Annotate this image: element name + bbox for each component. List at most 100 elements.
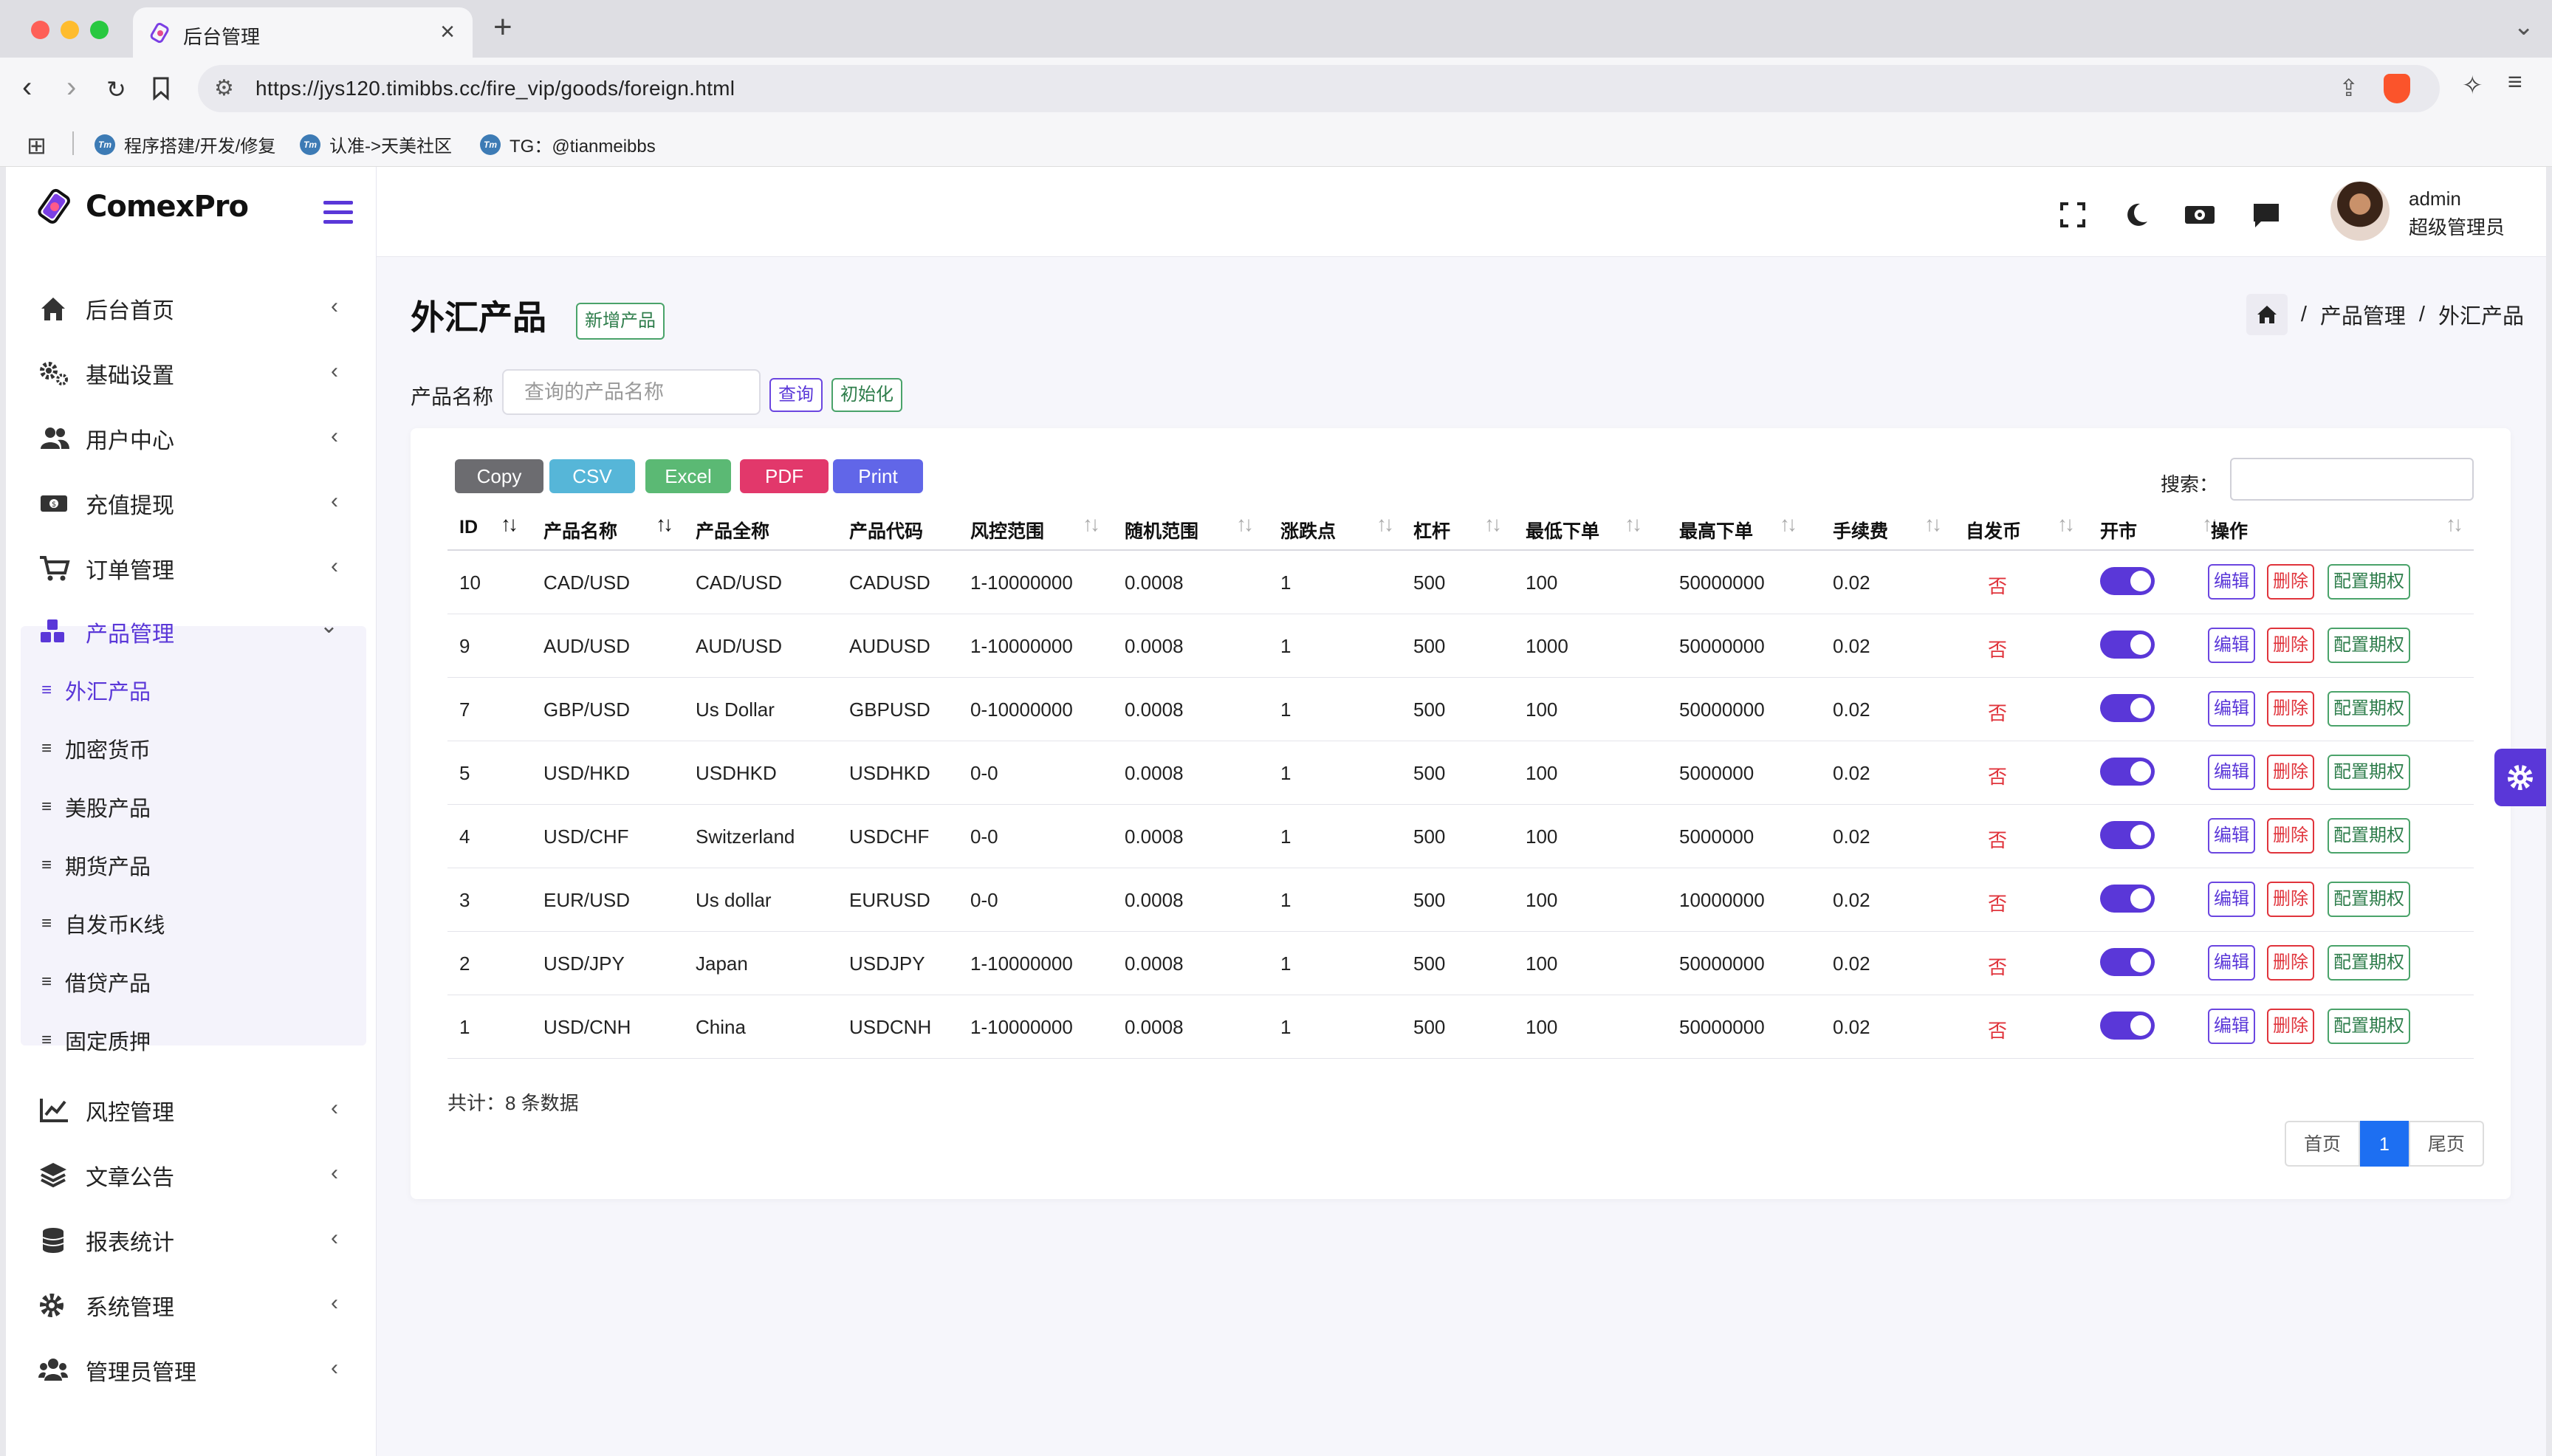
- export-pdf-button[interactable]: PDF: [740, 459, 829, 493]
- zoom-window-button[interactable]: [90, 21, 109, 39]
- sort-icon[interactable]: ↑↓: [2446, 512, 2463, 535]
- url-field[interactable]: ⚙ https://jys120.timibbs.cc/fire_vip/goo…: [198, 65, 2440, 112]
- avatar[interactable]: [2330, 182, 2390, 241]
- column-header[interactable]: 涨跌点: [1280, 521, 1337, 542]
- tab-list-chevron-icon[interactable]: ⌄: [2513, 13, 2535, 41]
- add-product-button[interactable]: 新增产品: [576, 303, 665, 340]
- sidebar-item-admins[interactable]: 管理员管理 ‹: [38, 1348, 356, 1393]
- open-market-toggle[interactable]: [2100, 758, 2155, 786]
- current-page-button[interactable]: 1: [2360, 1121, 2409, 1167]
- column-header[interactable]: 最高下单: [1679, 521, 1754, 542]
- column-header[interactable]: 风控范围: [970, 521, 1045, 542]
- new-tab-icon[interactable]: +: [493, 9, 512, 45]
- message-icon[interactable]: [2252, 202, 2280, 229]
- open-market-toggle[interactable]: [2100, 1012, 2155, 1040]
- edit-button[interactable]: 编辑: [2208, 628, 2255, 663]
- last-page-button[interactable]: 尾页: [2408, 1121, 2484, 1167]
- column-header[interactable]: 开市: [2100, 521, 2138, 542]
- sort-icon[interactable]: ↑↓: [1236, 512, 1254, 535]
- query-button[interactable]: 查询: [769, 378, 823, 412]
- breadcrumb-item[interactable]: 产品管理: [2319, 305, 2406, 329]
- bookmark-item[interactable]: Tm TG：@tianmeibbs: [480, 131, 656, 157]
- menu-toggle-icon[interactable]: [323, 201, 353, 224]
- sidebar-subitem-self-coin-kline[interactable]: ≡ 自发币K线: [41, 905, 165, 942]
- sort-icon[interactable]: ↑↓: [1780, 512, 1797, 535]
- share-icon[interactable]: ⇪: [2339, 75, 2359, 101]
- minimize-window-button[interactable]: [61, 21, 79, 39]
- money-bill-icon[interactable]: [2184, 204, 2215, 226]
- sidebar-item-home[interactable]: 后台首页 ‹: [38, 286, 356, 331]
- bookmark-item[interactable]: Tm 认准->天美社区: [300, 131, 452, 157]
- column-header[interactable]: 产品全称: [696, 521, 770, 542]
- sort-icon[interactable]: ↑↓: [1376, 512, 1394, 535]
- first-page-button[interactable]: 首页: [2285, 1121, 2361, 1167]
- browser-menu-icon[interactable]: ≡: [2508, 68, 2522, 96]
- sort-icon[interactable]: ↑↓: [1924, 512, 1942, 535]
- open-market-toggle[interactable]: [2100, 631, 2155, 659]
- delete-button[interactable]: 删除: [2267, 1009, 2314, 1044]
- settings-float-button[interactable]: [2494, 749, 2546, 806]
- open-market-toggle[interactable]: [2100, 821, 2155, 849]
- site-settings-icon[interactable]: ⚙: [214, 76, 234, 100]
- bookmark-icon[interactable]: [152, 77, 170, 100]
- sidebar-item-reports[interactable]: 报表统计 ‹: [38, 1218, 356, 1263]
- sidebar-subitem-us-stocks[interactable]: ≡ 美股产品: [41, 789, 151, 825]
- tab-close-icon[interactable]: ×: [440, 18, 455, 46]
- admin-name[interactable]: admin: [2409, 188, 2461, 210]
- edit-button[interactable]: 编辑: [2208, 691, 2255, 727]
- breadcrumb-home[interactable]: [2246, 294, 2288, 335]
- column-header[interactable]: 杠杆: [1413, 521, 1451, 542]
- edit-button[interactable]: 编辑: [2208, 818, 2255, 854]
- export-copy-button[interactable]: Copy: [455, 459, 543, 493]
- delete-button[interactable]: 删除: [2267, 755, 2314, 790]
- edit-button[interactable]: 编辑: [2208, 755, 2255, 790]
- product-name-input[interactable]: 查询的产品名称: [502, 369, 761, 415]
- bookmark-item[interactable]: Tm 程序搭建/开发/修复: [95, 131, 275, 157]
- sidebar-item-users[interactable]: 用户中心 ‹: [38, 416, 356, 461]
- ai-sparkle-icon[interactable]: ✧: [2462, 72, 2483, 100]
- open-market-toggle[interactable]: [2100, 567, 2155, 595]
- back-icon[interactable]: ‹: [22, 71, 32, 103]
- delete-button[interactable]: 删除: [2267, 818, 2314, 854]
- sidebar-subitem-lending[interactable]: ≡ 借贷产品: [41, 964, 151, 1000]
- export-print-button[interactable]: Print: [833, 459, 923, 493]
- column-header[interactable]: 手续费: [1833, 521, 1889, 542]
- configure-options-button[interactable]: 配置期权: [2328, 1009, 2410, 1044]
- configure-options-button[interactable]: 配置期权: [2328, 564, 2410, 600]
- export-csv-button[interactable]: CSV: [549, 459, 635, 493]
- sidebar-item-system[interactable]: 系统管理 ‹: [38, 1283, 356, 1328]
- brave-shield-icon[interactable]: [2384, 74, 2410, 103]
- edit-button[interactable]: 编辑: [2208, 564, 2255, 600]
- open-market-toggle[interactable]: [2100, 885, 2155, 913]
- delete-button[interactable]: 删除: [2267, 945, 2314, 981]
- configure-options-button[interactable]: 配置期权: [2328, 882, 2410, 917]
- apps-grid-icon[interactable]: ⊞: [27, 132, 47, 159]
- configure-options-button[interactable]: 配置期权: [2328, 818, 2410, 854]
- configure-options-button[interactable]: 配置期权: [2328, 628, 2410, 663]
- configure-options-button[interactable]: 配置期权: [2328, 755, 2410, 790]
- column-header[interactable]: ID: [459, 517, 478, 538]
- brand[interactable]: ComexPro: [34, 186, 249, 227]
- sidebar-item-deposit-withdraw[interactable]: $ 充值提现 ‹: [38, 481, 356, 526]
- sort-icon[interactable]: ↑↓: [501, 512, 518, 535]
- sort-icon[interactable]: ↑↓: [1625, 512, 1642, 535]
- delete-button[interactable]: 删除: [2267, 628, 2314, 663]
- column-header[interactable]: 产品代码: [849, 521, 924, 542]
- reset-button[interactable]: 初始化: [831, 378, 902, 412]
- configure-options-button[interactable]: 配置期权: [2328, 691, 2410, 727]
- reload-icon[interactable]: ↻: [106, 76, 126, 103]
- edit-button[interactable]: 编辑: [2208, 1009, 2255, 1044]
- delete-button[interactable]: 删除: [2267, 564, 2314, 600]
- fullscreen-icon[interactable]: [2060, 202, 2085, 227]
- sidebar-subitem-forex[interactable]: ≡ 外汇产品: [41, 672, 151, 709]
- sort-icon[interactable]: ↑↓: [1484, 512, 1502, 535]
- sidebar-item-orders[interactable]: 订单管理 ‹: [38, 546, 356, 591]
- edit-button[interactable]: 编辑: [2208, 882, 2255, 917]
- column-header[interactable]: 随机范围: [1125, 521, 1199, 542]
- sidebar-item-risk-control[interactable]: 风控管理 ‹: [38, 1088, 356, 1133]
- sort-icon[interactable]: ↑↓: [656, 512, 673, 535]
- edit-button[interactable]: 编辑: [2208, 945, 2255, 981]
- column-header[interactable]: 自发币: [1966, 521, 2022, 542]
- open-market-toggle[interactable]: [2100, 694, 2155, 722]
- open-market-toggle[interactable]: [2100, 948, 2155, 976]
